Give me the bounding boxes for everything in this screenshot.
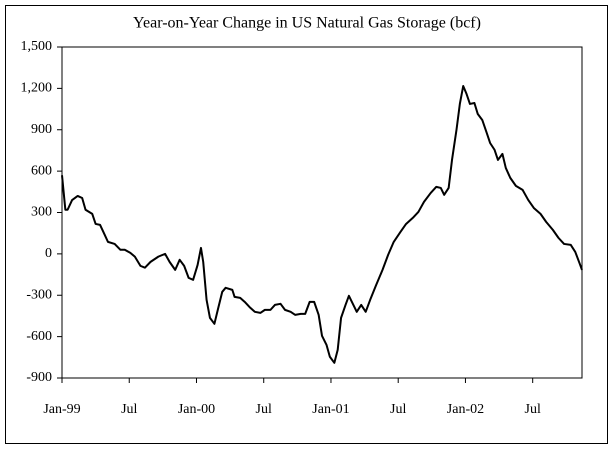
- y-tick-label: 1,200: [21, 81, 53, 96]
- chart-border: [5, 5, 608, 444]
- plot-frame: [61, 46, 583, 379]
- y-tick-label: 1,500: [21, 39, 53, 54]
- data-line: [61, 85, 583, 364]
- x-tick-label: Jul: [121, 402, 137, 417]
- y-tick-label: -600: [26, 329, 52, 344]
- x-tick-label: Jan-00: [178, 402, 215, 417]
- y-tick-label: 600: [31, 163, 52, 178]
- x-tick-label: Jul: [525, 402, 541, 417]
- chart-title: Year-on-Year Change in US Natural Gas St…: [133, 15, 481, 32]
- y-tick-label: 300: [31, 205, 52, 220]
- x-tick-label: Jul: [390, 402, 406, 417]
- y-tick-label: 900: [31, 122, 52, 137]
- x-tick-label: Jan-01: [312, 402, 349, 417]
- x-tick-label: Jul: [256, 402, 272, 417]
- x-tick-label: Jan-02: [447, 402, 484, 417]
- x-tick-label: Jan-99: [43, 402, 80, 417]
- y-tick-label: 0: [45, 246, 52, 261]
- y-tick-label: -900: [26, 370, 52, 385]
- y-tick-label: -300: [26, 287, 52, 302]
